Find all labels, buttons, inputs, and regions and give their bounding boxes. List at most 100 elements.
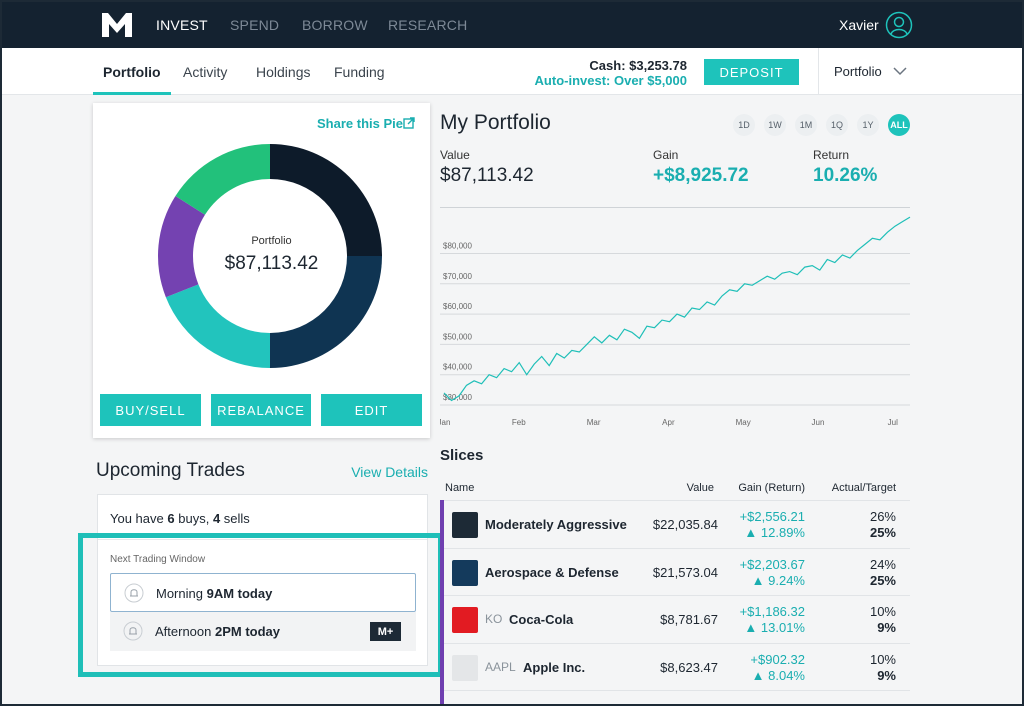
auto-invest[interactable]: Auto-invest: Over $5,000: [534, 73, 687, 88]
window-label: Afternoon 2PM today: [155, 624, 280, 639]
y-tick-label: $30,000: [443, 393, 472, 402]
header: Gain (Return): [738, 482, 805, 494]
slice-gain: +$1,186.32: [739, 604, 805, 619]
donut-slice: [165, 284, 270, 368]
range-pill[interactable]: 1D: [733, 114, 755, 136]
tab[interactable]: Holdings: [256, 64, 311, 80]
stat-value: +$8,925.72: [653, 165, 749, 186]
deposit-button[interactable]: DEPOSIT: [704, 59, 799, 85]
share-link[interactable]: Share this Pie: [317, 116, 403, 131]
slice-icon: [452, 559, 478, 586]
slice-return: ▲ 9.24%: [751, 572, 805, 588]
slice-target: 9%: [877, 667, 896, 683]
slice-row[interactable]: AAPL Apple Inc. $8,623.47 +$902.32 ▲ 8.04% 10…: [440, 642, 910, 691]
y-tick-label: $70,000: [443, 272, 472, 281]
stat-label: Gain: [653, 148, 679, 162]
text: sells: [223, 511, 250, 526]
view-details[interactable]: View Details: [351, 464, 428, 480]
x-tick-label: Apr: [662, 418, 675, 427]
highlight-box: [78, 533, 443, 677]
logo[interactable]: [102, 13, 132, 37]
slice-icon: [452, 512, 478, 538]
slice-name: Apple Inc.: [523, 659, 586, 675]
x-tick-label: May: [736, 418, 751, 427]
slice-gain: +$902.32: [750, 651, 805, 667]
nav-item[interactable]: RESEARCH: [388, 17, 468, 33]
window-option[interactable]: Afternoon 2PM today M+: [110, 612, 416, 651]
window-title: Next Trading Window: [110, 554, 206, 565]
nav-item[interactable]: SPEND: [230, 17, 280, 33]
portfolio-title: My Portfolio: [440, 111, 551, 134]
range-pill[interactable]: 1M: [795, 114, 817, 136]
buy-sell-button[interactable]: BUY/SELL: [100, 394, 201, 426]
range-pill[interactable]: 1Y: [857, 114, 879, 136]
divider: [98, 539, 427, 540]
y-tick-label: $60,000: [443, 302, 472, 311]
slice-row[interactable]: Aerospace & Defense $21,573.04 +$2,203.67 ▲…: [440, 547, 910, 596]
nav-item[interactable]: BORROW: [302, 17, 368, 33]
donut-label: Portfolio: [251, 235, 292, 247]
slice-value: $22,035.84: [652, 517, 718, 532]
donut-slice: [175, 144, 270, 215]
header: Value: [686, 482, 714, 494]
stat-value: 10.26%: [813, 165, 878, 186]
slice-target: 25%: [869, 572, 896, 588]
slice-value: $8,623.47: [660, 659, 718, 675]
slice-value: $8,781.67: [660, 612, 718, 627]
avatar[interactable]: [885, 11, 913, 39]
stat-label: Value: [440, 148, 470, 162]
user-name[interactable]: Xavier: [839, 17, 879, 33]
range-pill[interactable]: 1Q: [826, 114, 848, 136]
tab[interactable]: Funding: [334, 64, 385, 80]
x-tick-label: Feb: [512, 418, 526, 427]
text: You have: [110, 511, 164, 526]
slice-actual: 10%: [869, 604, 896, 619]
y-tick-label: $80,000: [443, 241, 472, 250]
divider: [818, 48, 819, 95]
slices-title: Slices: [440, 447, 484, 464]
slice-target: 9%: [877, 620, 896, 635]
range-pill[interactable]: 1W: [764, 114, 786, 136]
donut-slice: [270, 256, 382, 368]
pie-accent: [440, 500, 444, 706]
chevron: [893, 67, 907, 76]
slice-row[interactable]: KO Coca-Cola $8,781.67 +$1,186.32 ▲ 13.01% 10…: [440, 595, 910, 643]
tab-underline: [93, 92, 171, 95]
text: Afternoon: [155, 624, 212, 639]
table-header: Name Value Gain (Return) Actual/Target: [440, 478, 910, 500]
trades-title: Upcoming Trades: [96, 460, 245, 481]
tab[interactable]: Activity: [183, 64, 228, 80]
tab[interactable]: Portfolio: [103, 64, 161, 80]
sells-count: 4: [212, 511, 221, 526]
edit-button[interactable]: EDIT: [321, 394, 422, 426]
trades-card: You have 6 buys, 4 sells Next Trading Wi…: [97, 494, 428, 666]
x-tick-label: Mar: [587, 418, 601, 427]
account-select[interactable]: Portfolio: [834, 64, 882, 79]
header: Actual/Target: [831, 482, 896, 494]
slice-name: Aerospace & Defense: [485, 564, 619, 580]
y-tick-label: $50,000: [443, 332, 472, 341]
nav-item[interactable]: INVEST: [156, 17, 208, 33]
x-tick-label: Jun: [812, 418, 825, 427]
range-selector: 1D 1W 1M 1Q 1Y ALL: [733, 114, 923, 136]
window-time: 9AM today: [206, 586, 273, 601]
y-tick-label: $40,000: [443, 363, 472, 372]
stats: Value $87,113.42 Gain +$8,925.72 Return 10.26…: [440, 148, 920, 193]
slice-value: $21,573.04: [652, 564, 718, 580]
bell-icon: [124, 583, 144, 603]
slice-icon: [452, 607, 478, 633]
chart-top-line: [440, 207, 910, 208]
slice-gain: +$2,203.67: [739, 556, 805, 572]
line: [443, 216, 911, 402]
window-option[interactable]: Morning 9AM today: [110, 573, 416, 612]
rebalance-button[interactable]: REBALANCE: [211, 394, 311, 426]
range-pill[interactable]: ALL: [888, 114, 910, 136]
x-tick-label: Jul: [888, 418, 898, 427]
slice-gain: +$2,556.21: [739, 509, 805, 524]
text: buys,: [178, 511, 210, 526]
slice-row[interactable]: Moderately Aggressive $22,035.84 +$2,556.2…: [440, 500, 910, 548]
header: Name: [445, 482, 475, 494]
donut-value: $87,113.42: [224, 253, 319, 274]
line-chart: $30,000 $40,000 $50,000 $60,000 $70,000 $80,0…: [440, 216, 911, 427]
